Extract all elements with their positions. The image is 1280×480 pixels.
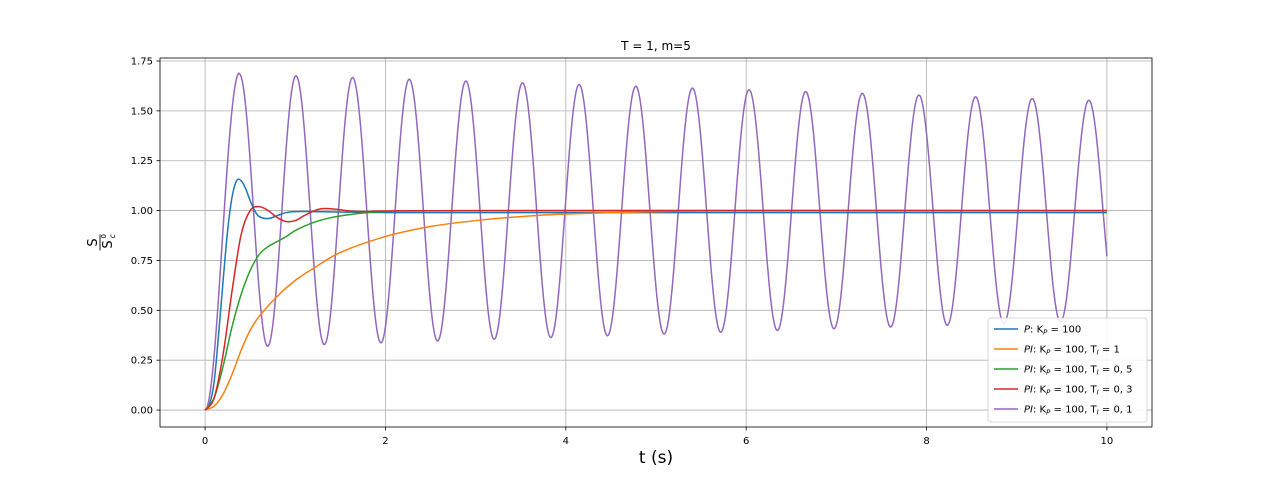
legend-label: PI: KP = 100, TI = 1: [1024, 345, 1120, 357]
y-label-subscript: c: [108, 234, 117, 239]
series-line-1: [204, 209, 1107, 411]
y-label-numerator: S: [86, 238, 101, 246]
x-tick-label: 4: [563, 436, 569, 447]
series-line-3: [204, 205, 1107, 411]
y-tick-label: 1.75: [131, 56, 153, 67]
series-line-4: [204, 72, 1108, 411]
x-tick-label: 6: [743, 436, 749, 447]
y-axis-label: S Sc0: [86, 234, 117, 251]
axes-frame: [159, 57, 1153, 428]
y-tick-label: 0.75: [131, 256, 153, 267]
x-axis-label: t (s): [639, 448, 673, 468]
legend-label: PI: KP = 100, TI = 0, 5: [1024, 365, 1133, 377]
chart-title: T = 1, m=5: [620, 39, 691, 53]
x-tick-label: 2: [382, 436, 388, 447]
legend-label: PI: KP = 100, TI = 0, 1: [1024, 405, 1133, 417]
y-tick-label: 1.00: [131, 206, 153, 217]
legend: P: KP = 100 PI: KP = 100, TI = 1 PI: KP = …: [987, 317, 1148, 423]
y-tick-label: 1.25: [131, 156, 153, 167]
legend-box: [987, 317, 1148, 423]
legend-label: PI: KP = 100, TI = 0, 3: [1024, 385, 1133, 397]
series-line-0: [204, 178, 1107, 411]
series-layer: [204, 72, 1108, 411]
y-label-superscript: 0: [100, 234, 108, 238]
legend-label: P: KP = 100: [1024, 325, 1081, 337]
y-tick-label: 0.50: [131, 306, 153, 317]
x-tick-label: 0: [202, 436, 208, 447]
y-tick-label: 1.50: [131, 106, 153, 117]
x-tick-label: 10: [1101, 436, 1114, 447]
x-tick-label: 8: [923, 436, 929, 447]
y-tick-label: 0.25: [131, 356, 153, 367]
y-tick-label: 0.00: [131, 406, 153, 417]
y-label-denominator: S: [101, 240, 116, 248]
ticks: 0 2 4 6 8 10 0.00 0.25 0.50 0.75 1.00 1.25 1.50 1.75: [131, 56, 1114, 447]
